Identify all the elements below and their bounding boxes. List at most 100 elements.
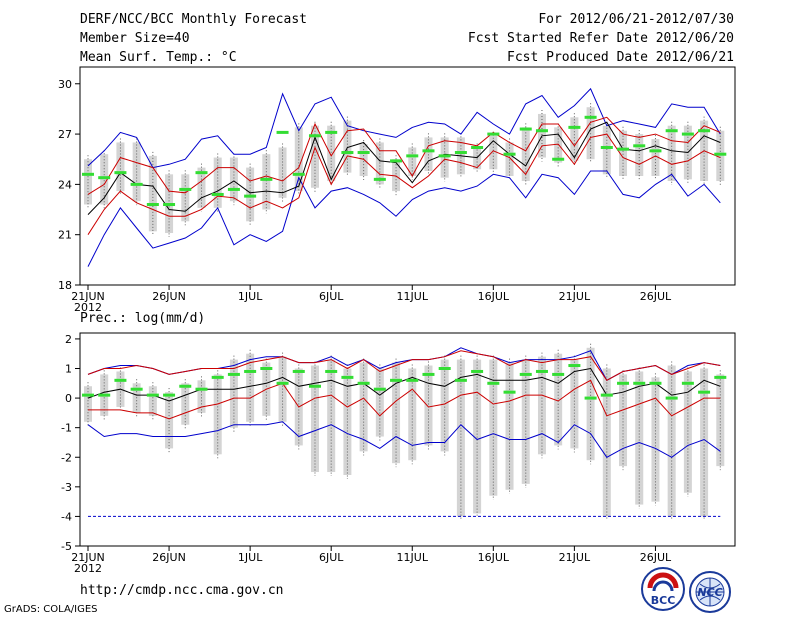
precip-x-tick-label: 16JUL xyxy=(478,551,510,564)
temp-median-mark xyxy=(681,132,694,136)
precip-range-box xyxy=(165,392,174,449)
precip-range-box xyxy=(246,353,255,422)
precip-median-mark xyxy=(325,369,338,373)
temp-range-box xyxy=(116,142,125,192)
precip-x-tick-label: 26JUL xyxy=(640,551,672,564)
precip-median-mark xyxy=(195,387,208,391)
forecast-period: For 2012/06/21-2012/07/30 xyxy=(538,12,734,27)
precip-range-box xyxy=(700,368,709,517)
precip-median-mark xyxy=(179,384,192,388)
temp-upper-std-line xyxy=(87,116,721,195)
footer-url[interactable]: http://cmdp.ncc.cma.gov.cn xyxy=(80,583,284,598)
temp-median-mark xyxy=(130,182,143,186)
temp-range-box xyxy=(100,154,109,205)
temp-range-box xyxy=(716,130,725,182)
temp-y-tick-label: 27 xyxy=(58,128,72,141)
precip-median-mark xyxy=(276,381,289,385)
precip-range-box xyxy=(683,371,692,493)
precip-y-tick-label: -5 xyxy=(61,540,72,553)
precip-median-mark xyxy=(114,378,127,382)
precip-median-mark xyxy=(308,384,321,388)
precip-median-mark xyxy=(454,378,467,382)
temp-range-box xyxy=(424,137,433,171)
temp-median-mark xyxy=(292,172,305,176)
precip-median-mark xyxy=(357,381,370,385)
temp-range-box xyxy=(294,127,303,192)
precip-mean-line xyxy=(87,367,721,402)
temp-median-mark xyxy=(325,130,338,134)
temp-range-box xyxy=(148,155,157,232)
temp-median-mark xyxy=(308,134,321,138)
precip-median-mark xyxy=(584,396,597,400)
temp-median-mark xyxy=(114,171,127,175)
precip-x-tick-label: 11JUL xyxy=(397,551,429,564)
temp-median-mark xyxy=(244,194,257,198)
precip-range-box xyxy=(635,371,644,505)
temp-range-box xyxy=(651,139,660,176)
precip-median-mark xyxy=(535,369,548,373)
temp-range-box xyxy=(570,117,579,161)
temp-range-box xyxy=(343,120,352,173)
temp-range-box xyxy=(359,144,368,176)
precip-range-box xyxy=(716,374,725,467)
temp-range-box xyxy=(489,135,498,170)
precip-range-box xyxy=(375,368,384,437)
precip-median-mark xyxy=(227,372,240,376)
temp-x-tick-label: 26JUL xyxy=(640,290,672,303)
temp-x-tick-label: 16JUL xyxy=(478,290,510,303)
precip-median-mark xyxy=(487,381,500,385)
precip-range-box xyxy=(619,374,628,467)
temp-range-box xyxy=(278,147,287,198)
temp-median-mark xyxy=(179,187,192,191)
title-line-3: Mean Surf. Temp.: °C xyxy=(80,50,237,65)
precip-x-tick-label: 26JUN xyxy=(152,551,186,564)
precip-median-mark xyxy=(471,369,484,373)
precip-median-mark xyxy=(438,367,451,370)
temp-plot-frame xyxy=(79,66,736,286)
temp-median-mark xyxy=(227,187,240,191)
temp-range-box xyxy=(473,147,482,170)
precip-plot-frame xyxy=(79,332,736,547)
temp-y-tick-label: 21 xyxy=(58,229,72,242)
temp-range-box xyxy=(602,125,611,175)
temp-y-tick-label: 30 xyxy=(58,78,72,91)
temp-y-tick-label: 24 xyxy=(58,178,72,191)
precip-median-mark xyxy=(341,375,354,379)
precip-min-line xyxy=(87,421,721,458)
precip-median-mark xyxy=(519,372,532,376)
temp-median-mark xyxy=(454,151,467,155)
precip-range-box xyxy=(554,353,563,446)
temp-median-mark xyxy=(195,171,208,175)
precip-median-mark xyxy=(373,387,386,391)
precip-median-mark xyxy=(552,372,565,376)
precip-y-tick-label: -3 xyxy=(61,481,72,494)
precip-median-mark xyxy=(292,369,305,373)
temp-x-tick-label: 21JUN xyxy=(71,290,105,303)
precip-range-box xyxy=(197,380,206,413)
precip-x-tick-label: 6JUL xyxy=(319,551,344,564)
precip-median-mark xyxy=(568,364,581,368)
precip-median-mark xyxy=(698,390,711,394)
temp-median-mark xyxy=(163,203,176,207)
precip-x-tick-label: 1JUL xyxy=(238,551,263,564)
ncc-logo-text: NCC xyxy=(697,586,722,599)
precip-x-tick-label: 21JUN xyxy=(71,551,105,564)
temp-median-mark xyxy=(698,129,711,133)
temp-x-tick-label: 1JUL xyxy=(238,290,263,303)
precip-median-mark xyxy=(211,375,224,379)
temp-range-box xyxy=(505,142,514,176)
temp-median-mark xyxy=(341,151,354,155)
temp-median-mark xyxy=(373,177,386,181)
precip-range-box xyxy=(424,365,433,446)
temp-max-line xyxy=(87,87,721,169)
temp-median-mark xyxy=(568,125,581,129)
temp-median-mark xyxy=(617,147,630,151)
precip-median-mark xyxy=(617,381,630,385)
precip-range-box xyxy=(213,374,222,455)
temp-median-mark xyxy=(552,157,565,161)
precip-y-tick-label: 0 xyxy=(65,392,72,405)
precip-y-tick-label: -2 xyxy=(61,451,72,464)
